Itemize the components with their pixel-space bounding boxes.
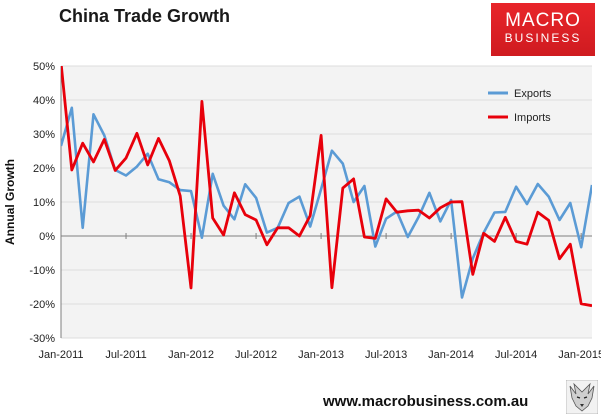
- y-tick-label: 30%: [33, 129, 55, 141]
- x-tick-label: Jul-2012: [235, 349, 277, 361]
- y-axis-label: Annual Growth: [3, 159, 17, 245]
- legend-label-exports: Exports: [514, 88, 552, 100]
- chart-title: China Trade Growth: [59, 6, 231, 26]
- x-tick-label: Jan-2012: [168, 349, 214, 361]
- x-tick-label: Jul-2014: [495, 349, 537, 361]
- macrobusiness-logo: MACRO BUSINESS: [491, 3, 595, 56]
- y-tick-label: -20%: [29, 299, 55, 311]
- logo-line-1: MACRO: [505, 10, 581, 31]
- x-tick-label: Jul-2011: [105, 349, 146, 361]
- y-tick-label: 0%: [39, 231, 55, 243]
- x-tick-label: Jan-2011: [38, 349, 83, 361]
- x-tick-label: Jul-2013: [365, 349, 407, 361]
- series-line-imports: [61, 66, 592, 308]
- y-tick-label: 50%: [33, 61, 55, 73]
- legend-label-imports: Imports: [514, 112, 551, 124]
- y-tick-label: -10%: [29, 265, 55, 277]
- logo-line-2: BUSINESS: [504, 31, 582, 45]
- website-url: www.macrobusiness.com.au: [323, 393, 529, 410]
- y-tick-label: 40%: [33, 95, 55, 107]
- x-tick-label: Jan-2015: [558, 349, 601, 361]
- y-tick-label: 20%: [33, 163, 55, 175]
- x-tick-label: Jan-2014: [428, 349, 474, 361]
- y-tick-label: -30%: [29, 333, 55, 345]
- y-tick-label: 10%: [33, 197, 55, 209]
- x-tick-label: Jan-2013: [298, 349, 344, 361]
- wolf-icon: [566, 380, 598, 414]
